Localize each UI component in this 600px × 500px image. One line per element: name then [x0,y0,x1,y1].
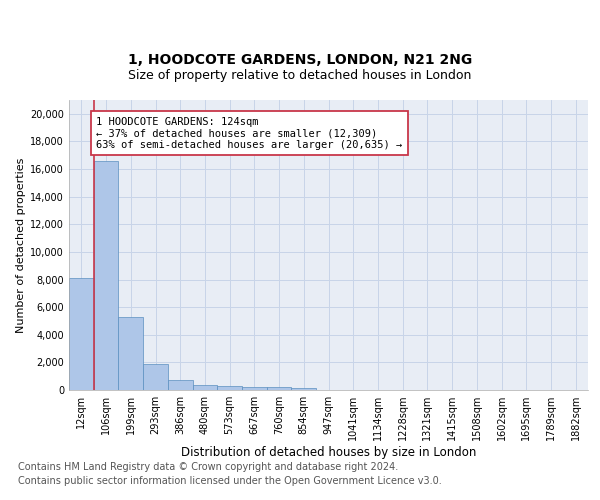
Text: Contains HM Land Registry data © Crown copyright and database right 2024.: Contains HM Land Registry data © Crown c… [18,462,398,472]
Bar [168,380,193,390]
Bar [118,317,143,390]
Bar [292,388,316,390]
Text: 1, HOODCOTE GARDENS, LONDON, N21 2NG: 1, HOODCOTE GARDENS, LONDON, N21 2NG [128,54,472,68]
Bar [193,385,217,390]
Bar [69,278,94,390]
Y-axis label: Number of detached properties: Number of detached properties [16,158,26,332]
X-axis label: Distribution of detached houses by size in London: Distribution of detached houses by size … [181,446,476,459]
Bar [242,387,267,390]
Bar [217,386,242,390]
Bar [267,388,292,390]
Text: 1 HOODCOTE GARDENS: 124sqm
← 37% of detached houses are smaller (12,309)
63% of : 1 HOODCOTE GARDENS: 124sqm ← 37% of deta… [96,116,403,150]
Text: Size of property relative to detached houses in London: Size of property relative to detached ho… [128,70,472,82]
Bar [143,364,168,390]
Bar [94,161,118,390]
Text: Contains public sector information licensed under the Open Government Licence v3: Contains public sector information licen… [18,476,442,486]
